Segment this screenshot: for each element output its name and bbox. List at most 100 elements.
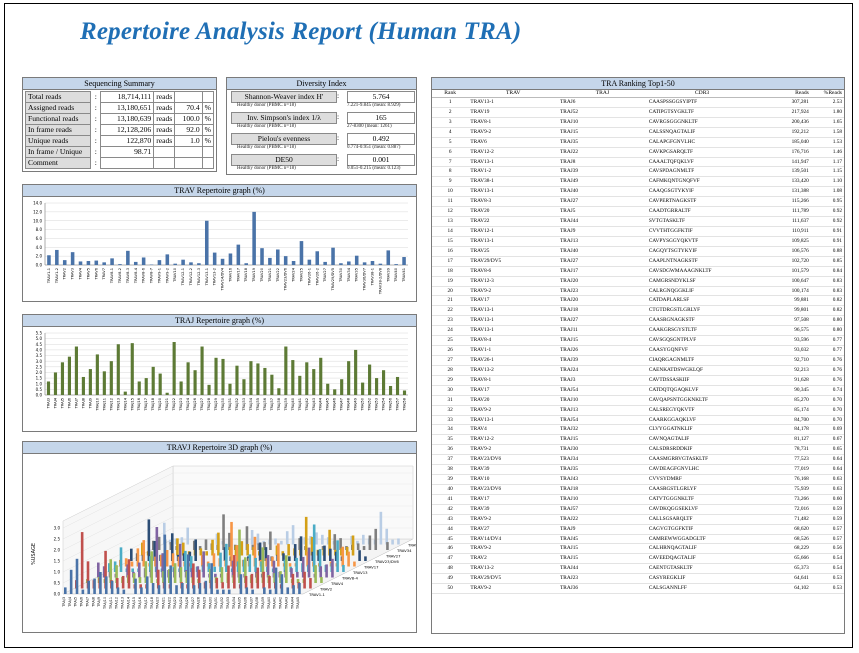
- bar: [67, 356, 72, 395]
- bar-3d: [102, 566, 106, 578]
- rank-cell: 26: [432, 345, 469, 356]
- bar-3d: [260, 561, 263, 572]
- bar-3d: [248, 554, 252, 572]
- bar: [62, 260, 67, 265]
- rank-cell: 40: [432, 484, 469, 495]
- bar-3d: [161, 553, 164, 578]
- bar-3d: [113, 561, 117, 572]
- traj-cell: TRAJ9: [558, 226, 647, 237]
- bar-3d: [167, 569, 171, 583]
- x-tick-label: TRAJ57: [396, 398, 400, 412]
- bar-3d: [238, 529, 241, 583]
- bar-3d: [296, 571, 299, 578]
- x-tick-label: TRAV19: [252, 267, 256, 283]
- x-tick-label: TRAV9-1: [157, 268, 161, 284]
- bar-3d: [162, 571, 165, 583]
- ranking-column-header[interactable]: CDR3: [646, 90, 758, 98]
- traj-cell: TRAJ44: [558, 216, 647, 227]
- bar-3d: [97, 562, 100, 578]
- bar-3d: [139, 584, 142, 589]
- bar-3d: [263, 542, 266, 550]
- percent-reads-cell: 0.83: [810, 286, 844, 297]
- ranking-column-header[interactable]: Rank: [432, 90, 469, 98]
- bar-3d: [273, 573, 276, 583]
- bar: [402, 257, 406, 265]
- trav-cell: TRAV13-2: [468, 365, 559, 376]
- bar: [193, 370, 197, 395]
- bar-3d: [228, 546, 232, 556]
- trav-cell: TRAV8-6: [468, 266, 559, 277]
- bar-3d: [285, 531, 289, 545]
- healthy-donor-label: Healthy donor (PBMC n=18): [237, 124, 296, 129]
- trav-cell: TRAV13-1: [468, 186, 559, 198]
- x-tick-label: TRAV6: [94, 267, 98, 280]
- rank-cell: 32: [432, 405, 469, 416]
- tra-ranking-table: Rank TRAV TRAJ CDR3 Reads %Reads 1 TRAV13-1 TRA…: [432, 90, 844, 595]
- bar-3d: [331, 558, 334, 578]
- cdr3-cell: CATIPGTSYGKLTF: [646, 107, 758, 118]
- x-tick-label: TRAJ34: [232, 597, 236, 610]
- summary-unit: reads: [153, 91, 176, 103]
- bar-3d: [192, 585, 196, 594]
- bar-3d: [148, 556, 152, 572]
- trav-cell: TRAV9-2: [468, 543, 559, 555]
- bar-3d: [142, 540, 146, 567]
- percent-reads-cell: 1.46: [810, 147, 844, 158]
- x-tick-label: TRAV4: [79, 267, 83, 280]
- percent-reads-cell: 0.54: [810, 563, 844, 575]
- ranking-column-header[interactable]: Reads: [757, 90, 811, 98]
- bar-3d: [219, 552, 222, 572]
- bar-3d: [315, 532, 318, 545]
- bar-3d: [174, 538, 178, 545]
- bar-3d: [314, 565, 317, 583]
- bar: [186, 362, 190, 395]
- y-tick-label: 2.5: [54, 537, 61, 542]
- bar-3d: [251, 589, 254, 594]
- percent-reads-cell: 1.15: [810, 166, 844, 178]
- reads-cell: 91,628: [757, 375, 811, 386]
- bar: [228, 383, 232, 395]
- cdr3-cell: CVVSYDMRF: [646, 474, 758, 485]
- ranking-row: 50 TRAV9-2 TRAJ36 CALSGANNLFF 64,102 0.53: [432, 583, 844, 595]
- trav-cell: TRAV13-1: [468, 157, 559, 168]
- x-tick-label: TRAV9-2: [165, 268, 169, 284]
- cdr3-cell: CAARKGGAQKLVF: [646, 415, 758, 426]
- bar: [116, 344, 120, 395]
- ranking-row: 46 TRAV9-2 TRAJ15 CALHRNQAGTALIF 68,229 0.56: [432, 543, 844, 555]
- ranking-column-header[interactable]: %Reads: [810, 90, 844, 98]
- bar-3d: [385, 528, 389, 545]
- reads-cell: 78,731: [757, 444, 811, 456]
- x-tick-label: TRAJ10: [95, 397, 99, 411]
- ranking-column-header[interactable]: TRAJ: [558, 90, 647, 98]
- bar: [165, 392, 169, 395]
- reads-cell: 133,420: [757, 176, 811, 188]
- x-tick-label: TRAJ9: [97, 597, 101, 608]
- bar-3d: [197, 569, 201, 589]
- traj-graph-header: TRAJ Repertoire graph (%): [23, 315, 416, 327]
- x-tick-label: TRAJ30: [208, 597, 212, 610]
- bar-3d: [334, 551, 338, 561]
- bar: [55, 249, 59, 265]
- bar-3d: [108, 563, 111, 572]
- bar-3d: [307, 547, 311, 578]
- bar-3d: [225, 543, 228, 572]
- rank-cell: 20: [432, 286, 469, 297]
- percent-reads-cell: 1.53: [810, 137, 844, 148]
- rank-cell: 31: [432, 395, 469, 406]
- reads-cell: 77,019: [757, 464, 811, 476]
- x-tick-label: TRAV29/DV5: [331, 268, 335, 291]
- rank-cell: 14: [432, 226, 469, 237]
- bar-3d: [291, 573, 295, 589]
- traj-cell: TRAJ15: [558, 543, 647, 555]
- x-tick-label: TRAJ28: [197, 597, 201, 610]
- bar-3d: [309, 536, 312, 545]
- x-tick-label: TRAV27: [323, 268, 327, 283]
- bar: [249, 361, 253, 395]
- rank-cell: 37: [432, 454, 469, 466]
- bar-3d: [336, 540, 339, 572]
- bar: [270, 374, 274, 395]
- x-tick-label: TRAJ38: [277, 397, 281, 411]
- y-tick-label: 6.0: [36, 236, 43, 241]
- rank-cell: 8: [432, 166, 469, 178]
- ranking-column-header[interactable]: TRAV: [468, 90, 559, 98]
